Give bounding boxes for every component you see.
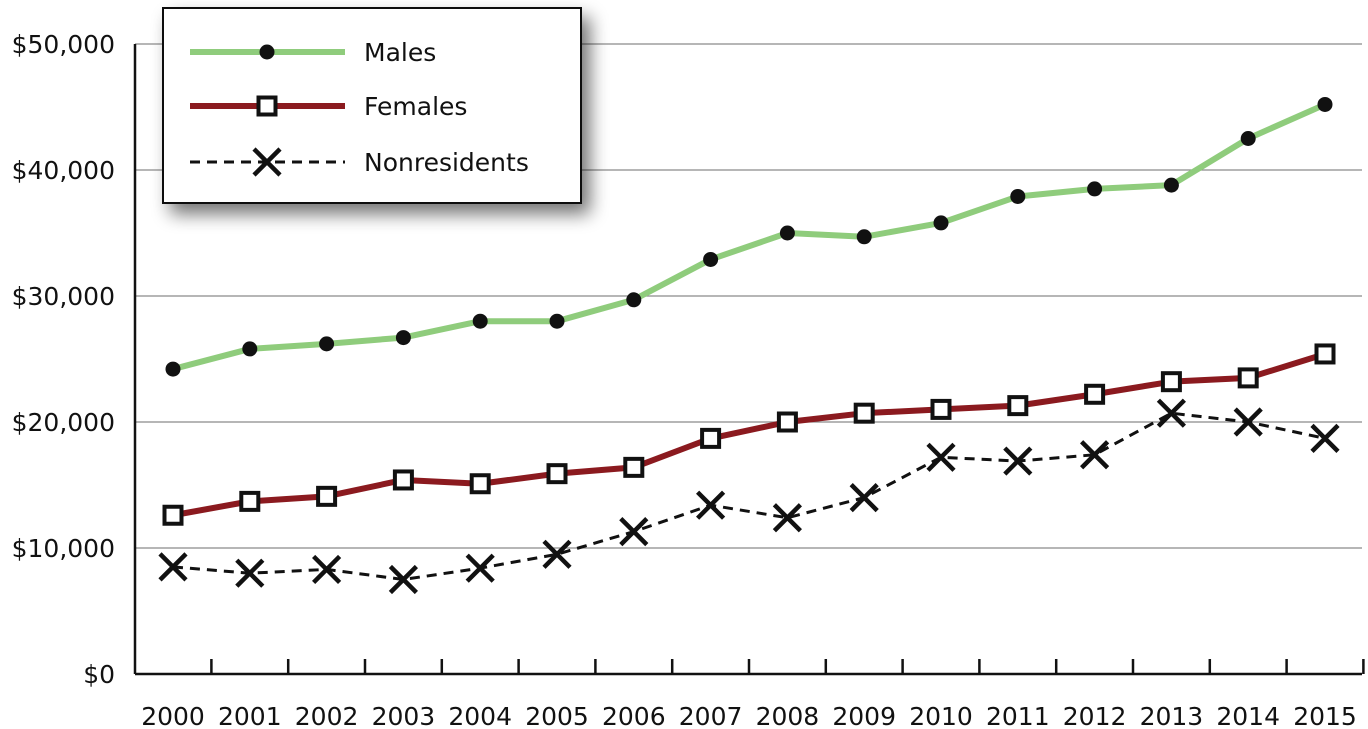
nonresidents-point (1003, 446, 1033, 476)
nonresidents-point (926, 442, 956, 472)
males-point (703, 251, 719, 267)
females-point (930, 398, 952, 420)
x-tick-label: 2003 (372, 702, 436, 729)
nonresidents-point (772, 503, 802, 533)
nonresidents-point (849, 483, 879, 513)
y-tick-label: $10,000 (12, 534, 115, 563)
nonresidents-point (235, 558, 265, 588)
x-tick-label: 2005 (525, 702, 589, 729)
males-point (472, 313, 488, 329)
y-tick-label: $40,000 (12, 156, 115, 185)
females-point (1237, 367, 1259, 389)
females-legend-label: Females (364, 92, 467, 121)
nonresidents-series (158, 398, 1340, 595)
females-point (546, 463, 568, 485)
nonresidents-point (696, 490, 726, 520)
nonresidents-point (312, 554, 342, 585)
females-point (316, 485, 338, 507)
nonresidents-point (1310, 423, 1340, 453)
males-point (933, 215, 949, 231)
males-point (549, 313, 565, 329)
males-point (319, 336, 335, 352)
males-legend-label: Males (364, 38, 436, 67)
x-tick-label: 2006 (602, 702, 666, 729)
y-tick-label: $0 (83, 660, 115, 689)
females-point (776, 411, 798, 433)
x-tick-label: 2008 (756, 702, 820, 729)
nonresidents-point (158, 552, 188, 582)
x-tick-label: 2009 (832, 702, 896, 729)
nonresidents-legend-label: Nonresidents (364, 148, 529, 177)
legend: Males Females Nonresidents (162, 7, 582, 204)
nonresidents-legend-marker (252, 147, 282, 177)
x-tick-label: 2007 (679, 702, 743, 729)
series-group (158, 96, 1340, 595)
females-point (469, 473, 491, 495)
x-tick-label: 2001 (218, 702, 282, 729)
axes: $0 $10,000 $20,000 $30,000 $40,000 $50,000 200… (12, 30, 1365, 729)
nonresidents-point (542, 539, 572, 569)
x-tick-label: 2010 (909, 702, 973, 729)
males-series (165, 96, 1333, 377)
females-point (162, 504, 184, 526)
females-line (172, 351, 1326, 519)
males-point (1240, 131, 1256, 146)
nonresidents-point (1156, 398, 1186, 428)
females-legend-marker (256, 95, 278, 117)
females-point (1007, 395, 1029, 417)
males-point (1087, 181, 1103, 197)
nonresidents-point (619, 517, 649, 547)
x-tick-label: 2002 (295, 702, 359, 729)
nonresidents-point (465, 553, 495, 583)
x-tick-label: 2000 (141, 702, 205, 729)
females-point (1314, 343, 1336, 365)
males-point (242, 341, 258, 357)
nonresidents-line (172, 411, 1326, 581)
females-point (1160, 371, 1182, 393)
males-point (1317, 96, 1333, 112)
females-point (392, 469, 414, 491)
females-point (623, 456, 645, 478)
nonresidents-point (388, 564, 418, 595)
x-tick-label: 2012 (1063, 702, 1127, 729)
y-tick-label: $50,000 (12, 30, 115, 59)
males-legend-marker (259, 44, 275, 60)
females-point (853, 402, 875, 424)
y-tick-label: $20,000 (12, 408, 115, 437)
females-series (162, 343, 1336, 526)
nonresidents-point (1233, 407, 1263, 437)
x-tick-label: 2011 (986, 702, 1050, 729)
x-tick-label: 2004 (448, 702, 512, 729)
y-tick-label: $30,000 (12, 282, 115, 311)
x-tick-label: 2013 (1140, 702, 1204, 729)
males-line (172, 101, 1327, 372)
females-point (700, 427, 722, 449)
nonresidents-point (1080, 440, 1110, 470)
males-point (395, 330, 411, 346)
males-point (1010, 188, 1026, 204)
females-point (239, 490, 261, 512)
females-point (1084, 383, 1106, 405)
males-point (779, 225, 795, 241)
males-point (165, 361, 181, 377)
x-tick-label: 2014 (1216, 702, 1280, 729)
males-point (1163, 177, 1179, 193)
x-tick-label: 2015 (1293, 702, 1357, 729)
males-point (856, 229, 872, 245)
males-point (626, 292, 642, 308)
